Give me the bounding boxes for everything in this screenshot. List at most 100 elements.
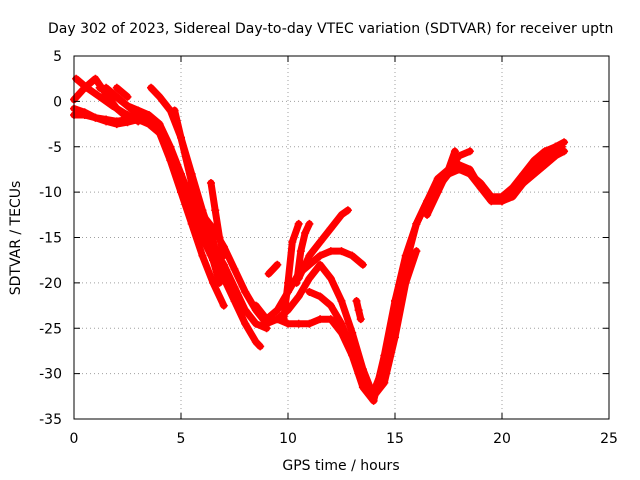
data-point [112,83,121,92]
data-point [187,179,196,188]
data-point [476,183,485,192]
y-tick-label: -35 [39,412,62,428]
data-point [557,142,566,151]
data-point [536,156,545,165]
data-point [155,124,164,133]
data-point [230,292,239,301]
x-tick-label: 20 [493,431,511,447]
data-point [155,92,164,101]
data-point [273,306,282,315]
data-point [198,219,207,228]
y-tick-label: -15 [39,231,62,247]
data-point [540,160,549,169]
data-point [391,297,399,306]
data-point [358,374,367,383]
series-sat-n [293,220,313,287]
data-point [273,315,282,324]
data-point [209,256,218,265]
data-point [337,319,346,328]
series-sat-g [113,84,131,101]
data-point [412,219,421,228]
x-axis-label: GPS time / hours [282,458,399,474]
data-point [343,206,352,215]
data-point [465,147,474,156]
data-point [348,346,357,355]
data-point [177,133,185,142]
y-tick-label: -5 [48,140,62,156]
data-point [352,297,361,306]
data-point [219,269,228,278]
data-point [112,117,121,126]
data-point [219,301,228,310]
data-point [412,247,421,256]
data-point [230,265,239,274]
data-point [305,251,314,260]
data-point [294,274,303,283]
data-point [256,342,265,351]
data-point [296,247,305,256]
axis-ticks: 0 5 10 15 20 25 5 0 -5 -10 -15 -20 -25 -30 -35 [39,49,618,447]
data-point [305,219,314,228]
data-point [316,238,325,247]
data-point [166,142,175,151]
data-point [305,319,314,328]
data-point [72,74,81,83]
data-point [547,147,556,156]
data-point [525,169,534,178]
data-point [508,188,517,197]
data-point [326,274,335,283]
data-point [241,319,250,328]
x-tick-label: 10 [279,431,297,447]
data-point [354,306,363,315]
data-point [147,83,156,92]
series-layer [70,74,569,405]
data-point [262,315,271,324]
data-point [380,378,389,387]
grid [74,56,609,419]
data-point [433,179,442,188]
data-point [326,301,335,310]
data-point [134,110,143,119]
y-tick-label: -10 [39,185,62,201]
data-point [391,310,399,319]
data-point [433,188,442,197]
data-point [301,228,310,237]
data-point [348,328,357,337]
data-point [273,260,282,269]
data-point [356,315,365,324]
y-tick-label: 5 [53,49,62,65]
data-point [294,319,303,328]
data-point [215,278,224,287]
data-point [123,110,132,119]
data-point [316,315,325,324]
series-sat-e [96,84,568,405]
data-point [251,319,260,328]
data-point [515,179,524,188]
data-point [269,265,278,274]
data-point [170,106,179,115]
data-point [316,260,325,269]
data-point [444,169,453,178]
data-point [358,260,367,269]
data-point [95,92,104,101]
data-point [123,92,132,101]
data-point [455,165,464,174]
data-point [348,251,357,260]
series-sat-p [273,247,420,400]
data-point [305,274,314,283]
data-point [102,83,111,92]
data-point [219,251,228,260]
series-sat-o [295,206,352,282]
data-point [380,360,389,369]
data-point [144,115,153,124]
data-point [102,115,111,124]
data-point [108,101,117,110]
data-point [241,306,250,315]
data-point [337,210,346,219]
data-point [177,169,185,178]
data-point [337,247,346,256]
data-point [198,251,207,260]
data-point [206,179,215,188]
series-sat-q [305,270,410,396]
